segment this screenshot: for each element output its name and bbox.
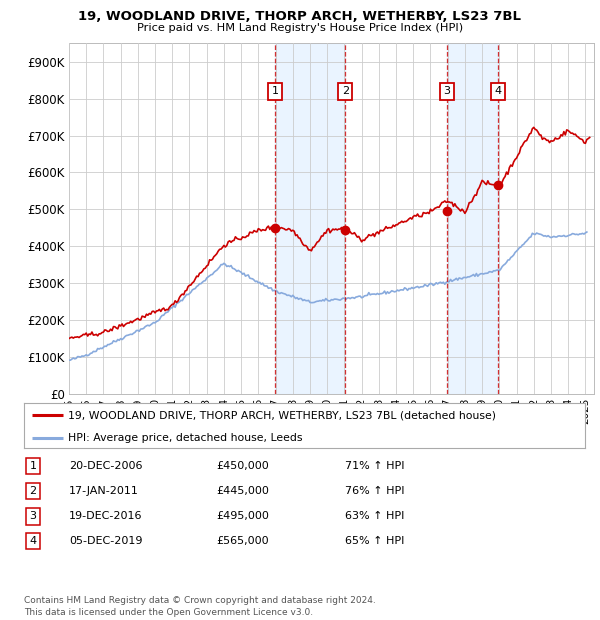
Text: 1: 1 [272, 86, 278, 96]
Text: Price paid vs. HM Land Registry's House Price Index (HPI): Price paid vs. HM Land Registry's House … [137, 23, 463, 33]
Text: 4: 4 [494, 86, 502, 96]
Text: 05-DEC-2019: 05-DEC-2019 [69, 536, 143, 546]
Bar [447, 43, 498, 394]
Text: 1: 1 [29, 461, 37, 471]
Text: 76% ↑ HPI: 76% ↑ HPI [345, 486, 404, 496]
Text: 3: 3 [443, 86, 451, 96]
Text: 65% ↑ HPI: 65% ↑ HPI [345, 536, 404, 546]
Text: 2: 2 [342, 86, 349, 96]
Text: 71% ↑ HPI: 71% ↑ HPI [345, 461, 404, 471]
Text: 17-JAN-2011: 17-JAN-2011 [69, 486, 139, 496]
Text: Contains HM Land Registry data © Crown copyright and database right 2024.
This d: Contains HM Land Registry data © Crown c… [24, 596, 376, 617]
Text: £495,000: £495,000 [216, 512, 269, 521]
Text: 19, WOODLAND DRIVE, THORP ARCH, WETHERBY, LS23 7BL: 19, WOODLAND DRIVE, THORP ARCH, WETHERBY… [79, 10, 521, 23]
Text: 2: 2 [29, 486, 37, 496]
Text: £450,000: £450,000 [216, 461, 269, 471]
Text: 20-DEC-2006: 20-DEC-2006 [69, 461, 143, 471]
Text: 19, WOODLAND DRIVE, THORP ARCH, WETHERBY, LS23 7BL (detached house): 19, WOODLAND DRIVE, THORP ARCH, WETHERBY… [68, 410, 496, 420]
Text: 19-DEC-2016: 19-DEC-2016 [69, 512, 143, 521]
Text: 63% ↑ HPI: 63% ↑ HPI [345, 512, 404, 521]
Bar [275, 43, 345, 394]
Text: £565,000: £565,000 [216, 536, 269, 546]
Text: 3: 3 [29, 512, 37, 521]
Text: HPI: Average price, detached house, Leeds: HPI: Average price, detached house, Leed… [68, 433, 302, 443]
Text: £445,000: £445,000 [216, 486, 269, 496]
Text: 4: 4 [29, 536, 37, 546]
